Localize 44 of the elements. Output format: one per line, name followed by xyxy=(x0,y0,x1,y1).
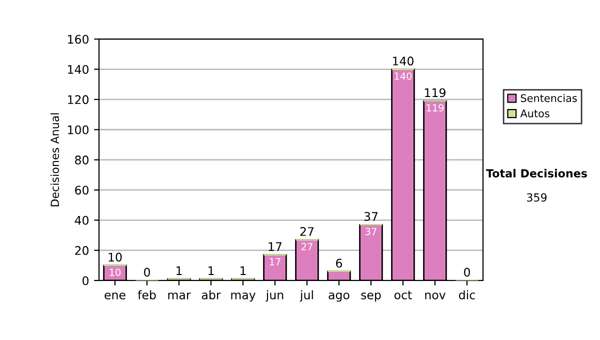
y-tick-label: 0 xyxy=(82,276,88,286)
x-tick-label: sep xyxy=(361,292,381,302)
y-tick-label: 60 xyxy=(75,186,88,195)
total-label: 119 xyxy=(425,88,446,98)
total-label: 1 xyxy=(208,266,214,276)
total-label: 17 xyxy=(268,242,282,251)
total-label: 0 xyxy=(144,268,150,277)
x-tick-label: nov xyxy=(425,292,446,300)
total-label: 10 xyxy=(108,252,122,262)
x-tick-label: dic xyxy=(459,290,475,300)
y-tick-label: 80 xyxy=(75,156,88,164)
legend-label: Sentencias xyxy=(520,94,577,102)
data-label: 17 xyxy=(270,258,280,266)
y-tick-label: 140 xyxy=(68,65,88,74)
y-tick-label: 100 xyxy=(68,125,88,134)
total-label: 0 xyxy=(464,268,470,277)
x-tick-label: ago xyxy=(328,292,350,302)
y-tick-label: 120 xyxy=(68,95,88,104)
x-tick-label: ene xyxy=(104,292,126,300)
data-label: 119 xyxy=(426,104,444,112)
total-label: 140 xyxy=(393,56,414,66)
legend-label: Autos xyxy=(520,110,550,118)
total-label: 37 xyxy=(364,212,378,221)
data-label: 140 xyxy=(394,72,412,80)
total-label: 1 xyxy=(240,266,246,276)
data-label: 27 xyxy=(302,242,312,250)
x-tick-label: oct xyxy=(394,290,412,300)
data-label: 10 xyxy=(110,268,121,276)
text: 359 xyxy=(527,193,547,202)
y-tick-label: 160 xyxy=(68,34,88,44)
y-tick-label: 40 xyxy=(74,216,88,225)
x-tick-label: jul xyxy=(300,290,313,302)
x-tick-label: may xyxy=(231,292,256,302)
x-tick-label: mar xyxy=(168,292,191,300)
data-label: 37 xyxy=(366,228,376,236)
total-label: 1 xyxy=(176,266,182,276)
total-label: 27 xyxy=(300,227,314,236)
y-tick-label: 20 xyxy=(75,246,88,255)
x-tick-label: jun xyxy=(266,290,284,302)
y-axis-title: Decisiones Anual xyxy=(50,113,60,206)
x-tick-label: feb xyxy=(138,290,156,300)
text: Total Decisiones xyxy=(486,168,587,178)
total-label: 6 xyxy=(336,258,342,268)
x-tick-label: abr xyxy=(202,290,221,300)
